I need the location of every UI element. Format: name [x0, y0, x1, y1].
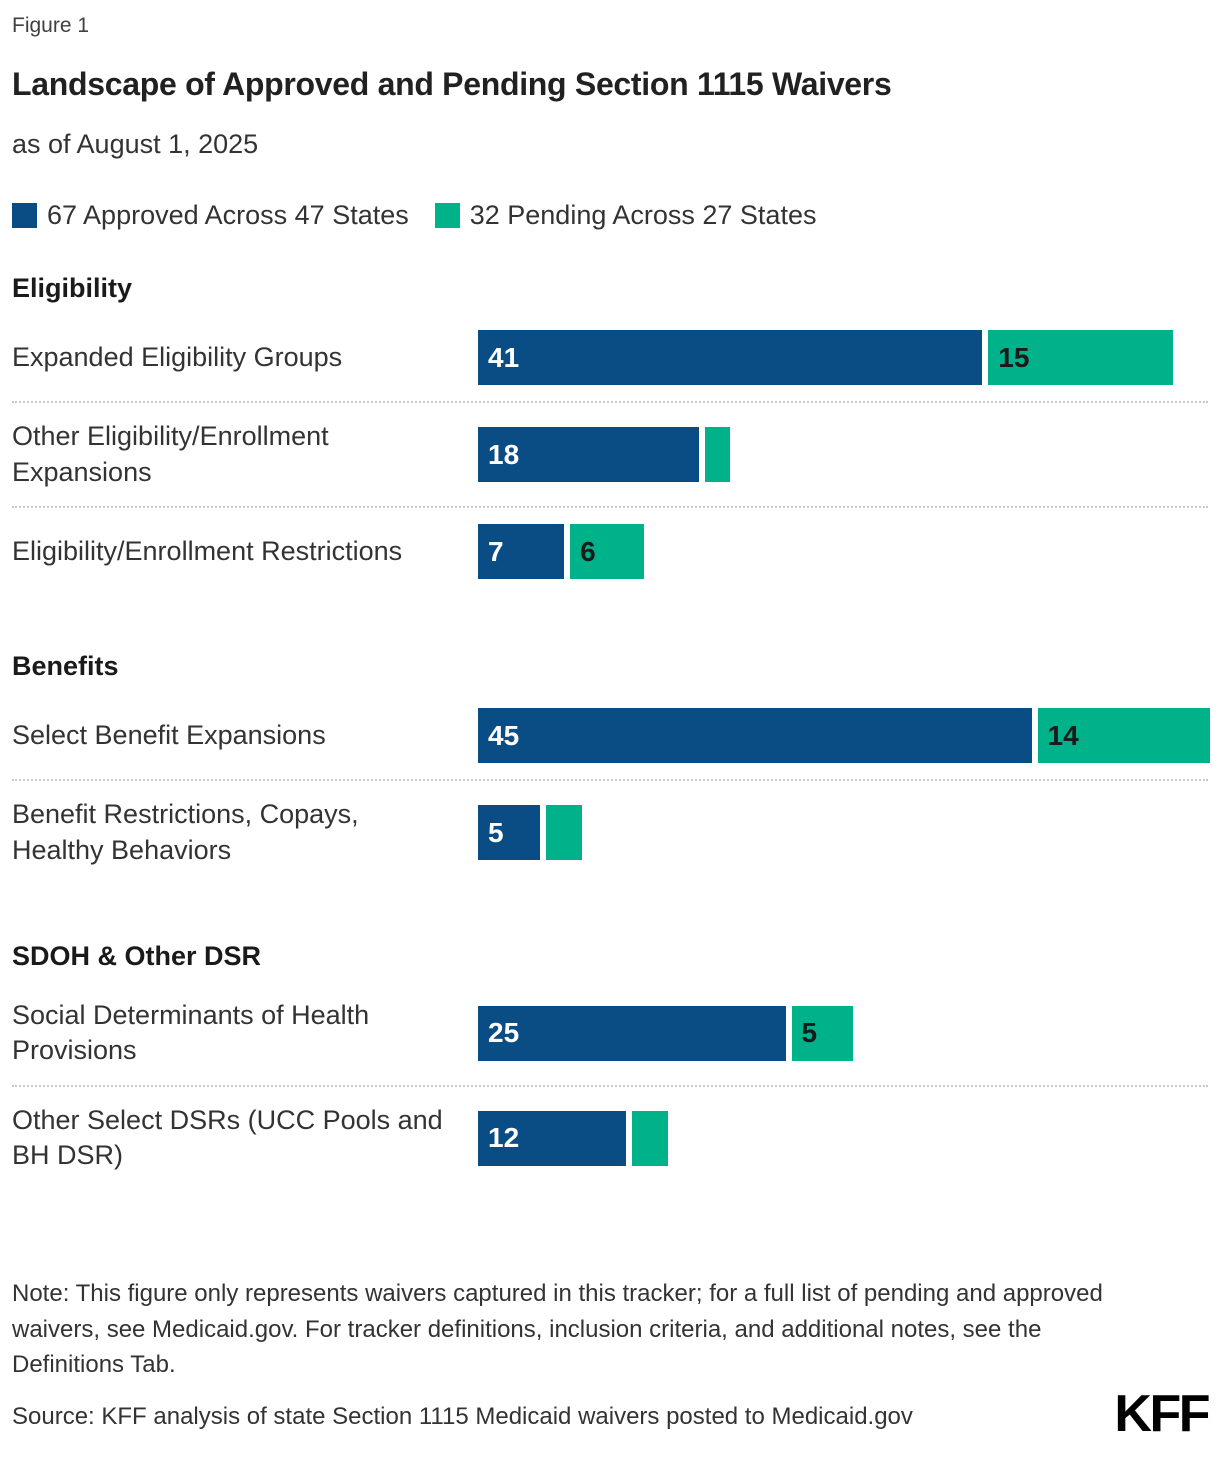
pending-bar-segment: 5 — [791, 1005, 853, 1061]
pending-value-label: 15 — [998, 341, 1030, 373]
section-heading: SDOH & Other DSR — [12, 940, 262, 971]
chart-legend: 67 Approved Across 47 States 32 Pending … — [12, 200, 1208, 231]
bar-cell: 45 14 — [478, 708, 1210, 764]
row-label: Expanded Eligibility Groups — [12, 341, 343, 372]
kff-logo: KFF — [1114, 1384, 1210, 1443]
legend-approved-label: 67 Approved Across 47 States — [47, 200, 409, 230]
legend-item-approved: 67 Approved Across 47 States — [12, 200, 409, 231]
approved-value-label: 45 — [488, 719, 520, 751]
note-text: Note: This figure only represents waiver… — [12, 1280, 1103, 1379]
approved-value-label: 25 — [488, 1017, 520, 1049]
pending-bar-segment — [631, 1110, 669, 1166]
chart-row: Other Eligibility/Enrollment Expansions 1… — [12, 403, 1208, 506]
approved-value-label: 12 — [488, 1122, 520, 1154]
pending-value-label: 5 — [801, 1017, 818, 1049]
row-label: Eligibility/Enrollment Restrictions — [12, 535, 403, 566]
pending-bar-segment: 6 — [570, 524, 644, 580]
row-label: Benefit Restrictions, Copays, Healthy Be… — [12, 799, 359, 865]
approved-value-label: 5 — [488, 816, 504, 848]
bar-cell: 41 15 — [478, 330, 1208, 385]
row-label: Other Eligibility/Enrollment Expansions — [12, 421, 329, 487]
section-heading: Benefits — [12, 651, 119, 682]
approved-bar-segment: 25 — [478, 1005, 786, 1061]
chart-row: Select Benefit Expansions 45 14 — [12, 692, 1210, 779]
row-label: Other Select DSRs (UCC Pools and BH DSR) — [12, 1104, 443, 1171]
approved-bar-segment: 45 — [478, 708, 1032, 764]
chart-row: Expanded Eligibility Groups 41 15 — [12, 314, 1208, 401]
subtitle-date: as of August 1, 2025 — [12, 129, 259, 159]
approved-bar-segment: 41 — [478, 330, 983, 385]
chart-row: Eligibility/Enrollment Restrictions 7 6 — [12, 508, 1208, 595]
row-divider — [12, 1084, 1208, 1087]
stacked-bar-chart: Eligibility Expanded Eligibility Groups 41… — [12, 273, 1210, 1190]
row-label: Select Benefit Expansions — [12, 719, 326, 750]
approved-bar-segment: 12 — [478, 1110, 626, 1166]
approved-swatch-icon — [12, 203, 37, 228]
chart-row: Benefit Restrictions, Copays, Healthy Be… — [12, 781, 1208, 884]
pending-bar-segment — [545, 805, 583, 861]
approved-value-label: 18 — [488, 438, 520, 470]
row-label: Social Determinants of Health Provisions — [12, 999, 370, 1066]
bar-cell: 25 5 — [478, 1005, 1208, 1061]
approved-value-label: 7 — [488, 535, 504, 567]
chart-row: Social Determinants of Health Provisions… — [12, 982, 1208, 1085]
chart-row: Other Select DSRs (UCC Pools and BH DSR)… — [12, 1087, 1208, 1190]
bar-cell: 5 — [478, 805, 1208, 861]
figure-label: Figure 1 — [12, 14, 90, 37]
pending-value-label: 6 — [580, 535, 596, 567]
row-divider — [12, 779, 1208, 782]
legend-pending-label: 32 Pending Across 27 States — [469, 200, 817, 230]
approved-bar-segment: 18 — [478, 427, 700, 483]
source-row: Source: KFF analysis of state Section 11… — [12, 1384, 1210, 1443]
bar-cell: 18 — [478, 427, 1208, 483]
row-divider — [12, 401, 1208, 403]
pending-bar-segment: 15 — [988, 330, 1173, 385]
pending-value-label: 14 — [1047, 719, 1079, 751]
approved-bar-segment: 7 — [478, 524, 565, 580]
approved-bar-segment: 5 — [478, 805, 540, 861]
section-heading: Eligibility — [12, 273, 133, 303]
approved-value-label: 41 — [488, 341, 520, 373]
legend-item-pending: 32 Pending Across 27 States — [434, 200, 817, 231]
pending-bar-segment — [705, 427, 730, 483]
pending-bar-segment: 14 — [1037, 708, 1210, 764]
page-title: Landscape of Approved and Pending Sectio… — [12, 66, 892, 102]
bar-cell: 12 — [478, 1110, 1208, 1166]
pending-swatch-icon — [434, 203, 460, 228]
source-text: Source: KFF analysis of state Section 11… — [12, 1403, 913, 1431]
row-divider — [12, 506, 1208, 509]
